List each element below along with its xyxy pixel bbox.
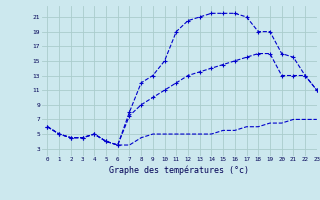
X-axis label: Graphe des températures (°c): Graphe des températures (°c) bbox=[109, 165, 249, 175]
